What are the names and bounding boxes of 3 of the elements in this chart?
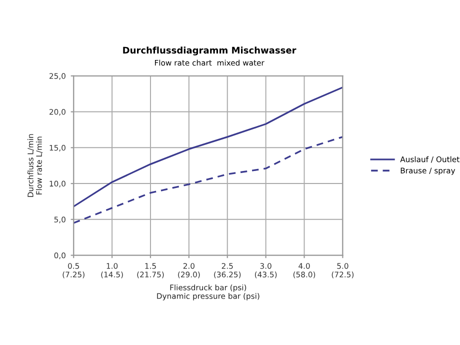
line-series bbox=[74, 136, 343, 224]
chart-title: Durchflussdiagramm Mischwasser bbox=[123, 46, 296, 56]
line-series bbox=[74, 86, 343, 208]
